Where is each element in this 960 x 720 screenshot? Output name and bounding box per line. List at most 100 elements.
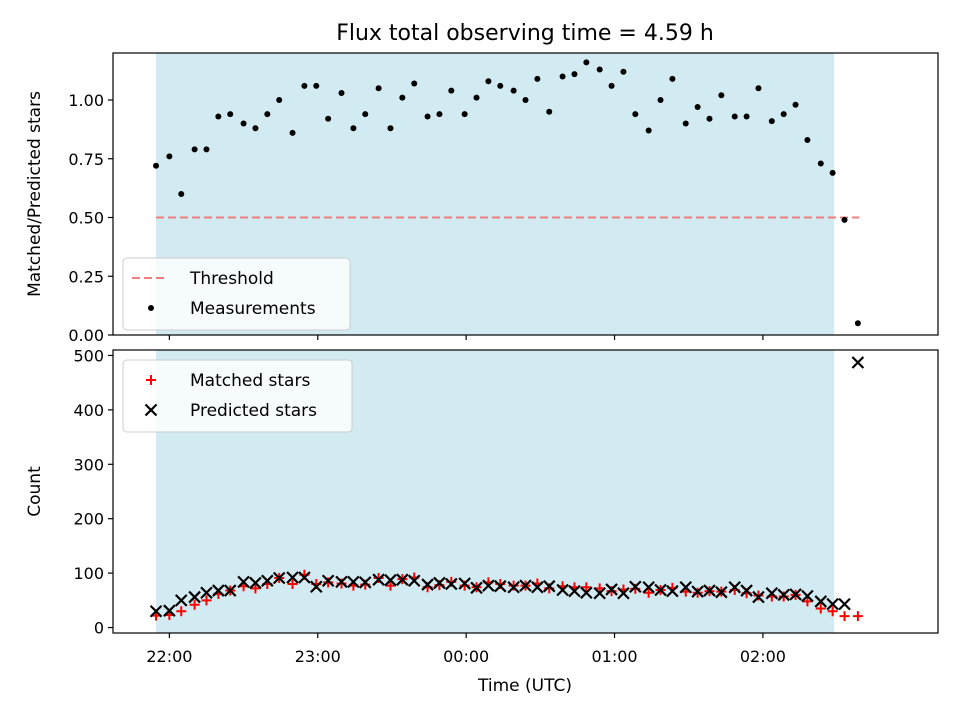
predicted-star-point	[654, 583, 667, 597]
measurement-point	[817, 160, 824, 167]
predicted-star-point	[223, 584, 237, 597]
measurement-point	[596, 66, 603, 73]
predicted-star-point	[642, 581, 655, 594]
x-axis-label: Time (UTC)	[477, 676, 572, 696]
measurement-point	[682, 120, 689, 127]
measurement-point	[178, 191, 185, 197]
predicted-star-point	[556, 583, 569, 597]
measurement-point	[804, 136, 811, 143]
series-measurements	[153, 59, 861, 327]
measurement-point	[497, 82, 504, 89]
measurement-point	[338, 89, 345, 96]
measurement-point	[240, 120, 247, 127]
y-tick-label: 300	[73, 455, 104, 474]
predicted-star-point	[580, 586, 593, 600]
measurement-point	[313, 82, 320, 89]
predicted-star-point	[335, 575, 348, 589]
predicted-star-point	[384, 573, 397, 587]
predicted-star-point	[715, 585, 728, 599]
predicted-star-point	[372, 573, 385, 586]
measurement-point	[571, 71, 578, 78]
predicted-star-point	[728, 581, 741, 594]
measurement-point	[448, 87, 455, 94]
measurement-point	[215, 113, 222, 120]
matched-star-point	[606, 586, 617, 597]
predicted-star-point	[568, 584, 581, 598]
matched-star-point	[508, 580, 519, 591]
predicted-star-point	[666, 584, 679, 598]
measurement-point	[276, 97, 283, 103]
predicted-star-point	[691, 585, 704, 598]
predicted-star-point	[493, 579, 507, 593]
measurement-point	[546, 108, 553, 115]
predicted-star-point	[212, 584, 225, 597]
predicted-star-point	[188, 590, 201, 604]
chart-title: Flux total observing time = 4.59 h	[336, 21, 714, 46]
measurement-point	[694, 104, 701, 111]
predicted-star-point	[200, 586, 213, 600]
legend-label: Predicted stars	[190, 401, 317, 421]
predicted-star-point	[163, 604, 176, 617]
measurement-point	[657, 97, 664, 103]
legend-box	[122, 257, 351, 331]
matched-star-point	[643, 587, 654, 598]
predicted-star-point	[507, 581, 520, 594]
matched-star-point	[839, 611, 850, 622]
measurement-point	[301, 82, 308, 89]
predicted-star-point	[310, 580, 323, 594]
predicted-star-point	[237, 575, 250, 589]
measurement-point	[583, 59, 590, 66]
matched-star-point	[753, 590, 764, 601]
measurement-point	[731, 113, 738, 120]
predicted-star-point	[777, 588, 790, 602]
predicted-star-point	[801, 589, 814, 603]
predicted-star-point	[814, 595, 828, 608]
predicted-star-point	[458, 577, 471, 590]
measurement-point	[854, 320, 861, 327]
legend-label: Measurements	[190, 299, 316, 319]
measurement-point	[645, 127, 652, 134]
matched-star-point	[594, 583, 605, 594]
measurement-point	[289, 129, 296, 136]
predicted-star-point	[249, 576, 262, 590]
predicted-star-point	[445, 577, 458, 591]
measurement-point	[424, 113, 431, 120]
predicted-star-point	[593, 586, 606, 600]
predicted-star-point	[789, 588, 802, 601]
predicted-star-point	[752, 590, 765, 604]
measurement-point	[829, 169, 836, 176]
x-tick-label: 00:00	[443, 647, 489, 666]
predicted-star-point	[396, 573, 409, 586]
top-panel: 0.00 0.25 0.50 0.75 1.00 Matched/Predicted st…	[25, 52, 939, 345]
measurement-point	[153, 162, 160, 169]
matched-star-point	[336, 578, 347, 589]
predicted-star-point	[679, 581, 693, 594]
predicted-star-point	[617, 586, 630, 600]
y-tick-label: 100	[73, 564, 104, 583]
y-tick-label: 400	[73, 401, 104, 420]
predicted-star-point	[407, 574, 421, 588]
matched-star-point	[323, 577, 334, 588]
predicted-star-point	[703, 584, 716, 597]
predicted-star-point	[482, 579, 495, 592]
measurement-point	[227, 111, 234, 118]
bottom-panel: 0 100 200 300 400 500 22:00 23:00 00:00 01:00 02:0…	[25, 346, 939, 666]
measurement-point	[362, 111, 369, 118]
predicted-star-point	[838, 597, 851, 611]
matched-star-point	[815, 603, 826, 614]
measurement-point	[203, 146, 210, 153]
matched-star-point	[373, 573, 384, 584]
measurement-point	[411, 80, 418, 87]
y-tick-label: 1.00	[68, 91, 104, 110]
predicted-star-point	[174, 594, 188, 607]
predicted-star-point	[765, 586, 779, 600]
predicted-star-point	[519, 579, 532, 592]
measurement-point	[522, 97, 529, 103]
measurement-point	[461, 111, 468, 118]
measurement-point	[252, 125, 259, 132]
legend-box	[122, 359, 353, 433]
matched-star-point	[778, 591, 789, 602]
legend-label: Threshold	[189, 269, 274, 289]
predicted-star-point	[421, 578, 434, 591]
